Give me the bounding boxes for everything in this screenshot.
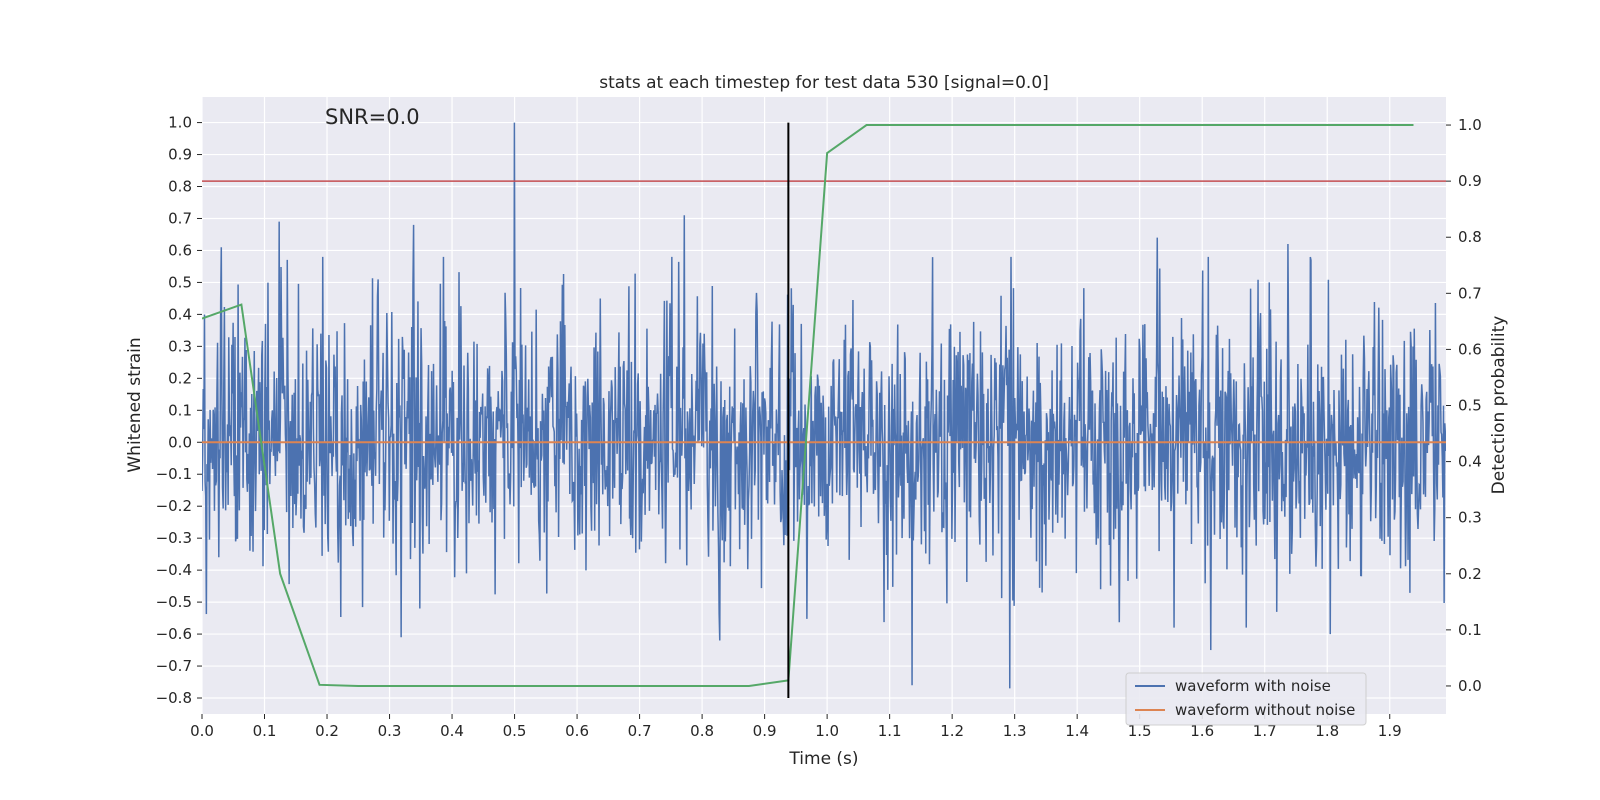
y2-tick-label: 0.0 [1458,677,1482,695]
x-tick-label: 0.0 [190,722,214,740]
legend-box [1125,672,1367,726]
y-tick-label: 0.2 [168,369,192,387]
axes-layer: 0.0 0.1 0.2 0.3 0.4 0.5 0.6 0.7 0.8 0.9 1.0 1.1 1.2 1… [156,114,1482,740]
snr-annotation: SNR=0.0 [325,105,420,129]
y2-tick-label: 0.8 [1458,228,1482,246]
x-tick-label: 1.3 [1003,722,1027,740]
x-tick-label: 0.5 [503,722,527,740]
y2-tick-label: 0.3 [1458,509,1482,527]
x-tick-label: 0.9 [753,722,777,740]
y2-tick-label: 1.0 [1458,116,1482,134]
chart-title: stats at each timestep for test data 530… [599,73,1049,93]
y-tick-label: −0.1 [156,465,192,483]
x-tick-label: 1.7 [1253,722,1277,740]
y-tick-label: −0.8 [156,689,192,707]
y-tick-label: 1.0 [168,114,192,132]
y-tick-label: −0.7 [156,657,192,675]
x-tick-label: 0.3 [378,722,402,740]
x-tick-label: 0.4 [440,722,464,740]
y-tick-label: −0.3 [156,529,192,547]
y-tick-label: 0.5 [168,273,192,291]
x-tick-label: 1.8 [1315,722,1339,740]
y2-tick-label: 0.5 [1458,397,1482,415]
y2-tick-label: 0.7 [1458,284,1482,302]
y-tick-label: −0.2 [156,497,192,515]
legend-label-noise: waveform with noise [1175,677,1331,695]
x-tick-label: 1.4 [1065,722,1089,740]
x-tick-label: 1.5 [1128,722,1152,740]
legend: waveform with noise waveform without noi… [1125,672,1367,726]
y-tick-label: −0.5 [156,593,192,611]
x-tick-label: 0.8 [690,722,714,740]
x-tick-label: 0.2 [315,722,339,740]
series-layer [202,122,1446,699]
y2-tick-label: 0.6 [1458,340,1482,358]
y2-tick-label: 0.4 [1458,453,1482,471]
y-tick-label: 0.8 [168,178,192,196]
series-waveform-with-noise [202,122,1446,689]
y-axis-label: Whitened strain [125,337,145,472]
y-tick-label: 0.3 [168,337,192,355]
y2-axis-label: Detection probability [1489,316,1509,495]
x-tick-label: 1.6 [1190,722,1214,740]
y2-tick-label: 0.9 [1458,172,1482,190]
series-detection-probability [202,124,1414,687]
y2-tick-label: 0.1 [1458,621,1482,639]
y-tick-label: −0.6 [156,625,192,643]
y-tick-label: 0.0 [168,433,192,451]
legend-label-clean: waveform without noise [1175,701,1355,719]
y-tick-label: 0.1 [168,401,192,419]
y-tick-label: −0.4 [156,561,192,579]
y-tick-label: 0.9 [168,146,192,164]
x-tick-label: 1.9 [1378,722,1402,740]
x-axis-label: Time (s) [788,749,858,769]
y-tick-label: 0.6 [168,241,192,259]
y-tick-label: 0.7 [168,209,192,227]
x-tick-label: 1.0 [815,722,839,740]
x-tick-label: 0.7 [628,722,652,740]
x-tick-label: 0.1 [253,722,277,740]
y-tick-label: 0.4 [168,305,192,323]
y2-tick-label: 0.2 [1458,565,1482,583]
x-tick-label: 0.6 [565,722,589,740]
x-tick-label: 1.1 [878,722,902,740]
x-tick-label: 1.2 [940,722,964,740]
